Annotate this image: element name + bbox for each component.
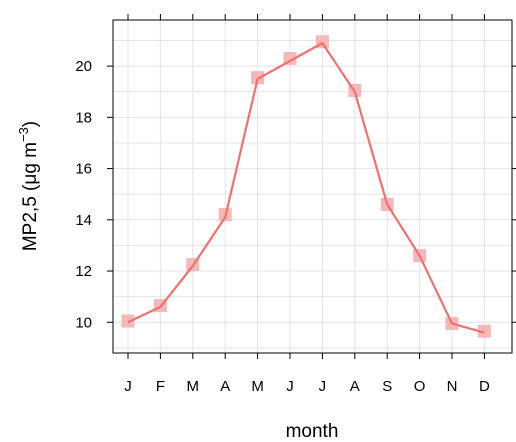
x-tick-label: S — [382, 378, 392, 395]
series-line — [127, 41, 485, 334]
tick-labels: J F M A M J J A S O N D 10 12 14 16 18 20 — [75, 58, 490, 395]
x-tick-label: D — [479, 378, 490, 395]
data-marker — [477, 324, 491, 338]
grid-lines — [113, 20, 512, 353]
x-tick-label: J — [286, 378, 294, 395]
y-axis-title-close: ) — [20, 121, 41, 127]
x-tick-label: J — [319, 378, 327, 395]
markers — [121, 35, 491, 338]
y-tick-label: 14 — [75, 212, 92, 229]
y-tick-label: 10 — [75, 314, 92, 331]
y-axis-title-superscript: −3 — [16, 127, 31, 142]
y-axis-title-main: MP2,5 (μg m — [20, 142, 41, 251]
y-tick-label: 18 — [75, 109, 92, 126]
y-axis-title: MP2,5 (μg m−3) — [16, 121, 41, 251]
x-tick-label: A — [350, 378, 360, 395]
x-tick-label: M — [251, 378, 264, 395]
x-tick-label: F — [156, 378, 165, 395]
x-axis-title: month — [286, 421, 339, 442]
data-marker — [251, 71, 265, 85]
axis-ticks — [107, 14, 516, 359]
x-tick-label: J — [124, 378, 132, 395]
y-tick-label: 12 — [75, 263, 92, 280]
data-marker — [121, 314, 135, 328]
x-tick-label: N — [447, 378, 458, 395]
plot-frame — [112, 19, 513, 354]
x-tick-label: M — [187, 378, 200, 395]
x-tick-label: A — [220, 378, 230, 395]
y-tick-label: 20 — [75, 58, 92, 75]
y-tick-label: 16 — [75, 161, 92, 178]
x-tick-label: O — [414, 378, 426, 395]
